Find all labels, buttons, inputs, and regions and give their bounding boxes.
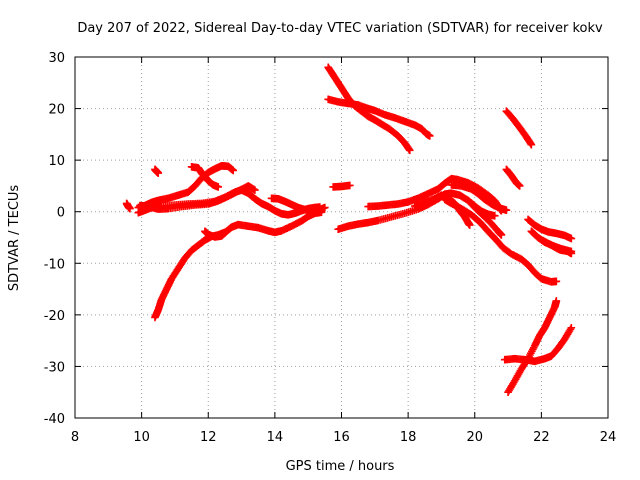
x-axis-label: GPS time / hours: [286, 459, 395, 474]
x-tick-label: 16: [333, 430, 350, 445]
y-tick-label: -20: [44, 309, 65, 324]
data-point: [214, 183, 223, 191]
data-point: [497, 231, 506, 239]
y-tick-label: 10: [48, 154, 65, 169]
x-tick-label: 8: [71, 430, 79, 445]
data-point: [490, 212, 499, 220]
data-point: [465, 221, 474, 229]
data-point: [126, 204, 134, 213]
data-point: [567, 323, 576, 332]
data-point: [515, 182, 524, 190]
data-point: [502, 206, 511, 214]
data-point: [552, 277, 561, 286]
x-tick-label: 14: [267, 430, 284, 445]
grid-lines: [75, 57, 608, 418]
y-axis-label: SDTVAR / TECUs: [7, 185, 22, 292]
data-point: [527, 140, 536, 149]
data-point: [154, 169, 163, 177]
y-tick-label: 20: [48, 103, 65, 118]
data-point: [346, 181, 354, 190]
x-tick-label: 12: [200, 430, 217, 445]
x-tick-label: 20: [466, 430, 483, 445]
data-marks: [122, 63, 576, 397]
data-point: [567, 249, 576, 258]
x-tick-labels: 8 10 12 14 16 18 20 22 24: [71, 430, 616, 445]
data-point: [405, 146, 414, 155]
data-point: [552, 297, 561, 305]
x-tick-label: 22: [533, 430, 550, 445]
data-point: [567, 234, 576, 243]
y-tick-label: -30: [44, 360, 65, 375]
data-point: [321, 203, 329, 212]
y-tick-label: 30: [48, 51, 65, 66]
x-tick-label: 18: [400, 430, 417, 445]
x-tick-label: 10: [133, 430, 150, 445]
data-point: [425, 132, 434, 140]
y-tick-label: -40: [44, 412, 65, 427]
data-point: [251, 186, 259, 194]
y-tick-labels: -40 -30 -20 -10 0 10 20 30: [44, 51, 65, 427]
chart-title: Day 207 of 2022, Sidereal Day-to-day VTE…: [77, 21, 603, 36]
y-tick-label: 0: [57, 206, 65, 221]
data-point: [229, 166, 238, 175]
x-tick-label: 24: [600, 430, 617, 445]
plot-frame: [74, 56, 609, 419]
y-tick-label: -10: [44, 257, 65, 272]
